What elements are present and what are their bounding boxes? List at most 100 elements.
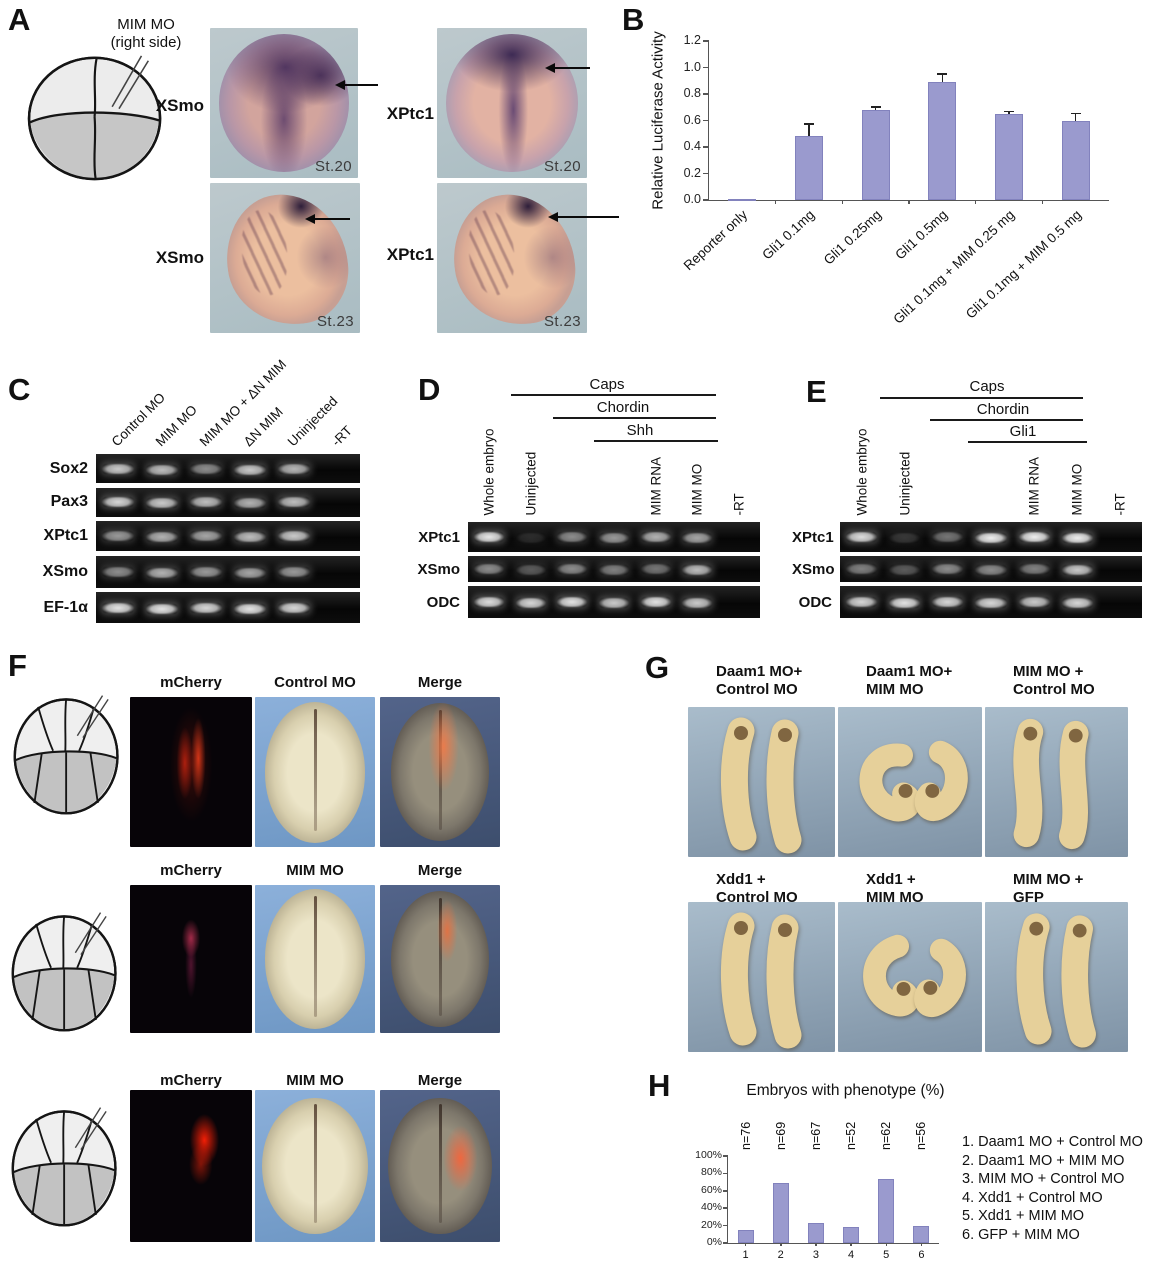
d-group-shh: Shh (626, 422, 654, 439)
gene-label-xsmo-st23: XSmo (155, 248, 204, 267)
y-tick (703, 199, 709, 201)
gel-row-label: XSmo (42, 562, 88, 580)
gel-band (278, 463, 310, 474)
gel-band (975, 598, 1007, 608)
x-tick-label: 4 (848, 1249, 855, 1261)
bar (1061, 120, 1090, 200)
x-tick (850, 1243, 852, 1246)
gel-band (190, 497, 222, 507)
embryo-photo-art (720, 717, 802, 854)
gel-band (598, 565, 629, 575)
x-tick (920, 1243, 923, 1246)
y-tick-label: 0% (706, 1236, 722, 1248)
gel-band (146, 532, 178, 542)
y-tick (723, 1190, 728, 1192)
injection-caption-line2: (right side) (110, 34, 182, 51)
lane-header-vertical: Uninjected (523, 451, 539, 516)
d-gel: XPtc1 XSmo ODC (408, 522, 760, 622)
x-tick (774, 200, 777, 204)
e-group-gli1: Gli1 (1009, 423, 1037, 440)
gel-row: Sox2 (4, 454, 360, 483)
gel-band (1018, 597, 1050, 607)
n-count-label: n=56 (914, 1121, 929, 1150)
g-title-line: Xdd1 + (866, 871, 916, 888)
panel-h-letter: H (648, 1068, 671, 1103)
gel-row: Pax3 (4, 487, 360, 517)
e-group-chordin: Chordin (976, 401, 1030, 418)
g-photo-5 (838, 902, 982, 1052)
gel-row-label: XPtc1 (43, 527, 88, 544)
g-title-line: MIM MO + (1013, 663, 1084, 680)
panel-f-letter: F (8, 648, 27, 683)
gel-band (515, 565, 546, 575)
error-bar-cap (1004, 110, 1014, 113)
f-photo-mcherry-row3 (130, 1090, 252, 1242)
injection-caption-line1: MIM MO (117, 16, 175, 33)
f-header: Control MO (274, 674, 356, 691)
lane-header-vertical: MIM MO (689, 463, 705, 516)
g-title-6: MIM MO + GFP (985, 871, 1128, 907)
f-header: Merge (417, 1072, 463, 1089)
gel-band (932, 532, 964, 542)
embryo (264, 889, 366, 1029)
embryo-photo-art (1013, 718, 1089, 850)
phenotype-bar-chart: 0% 20% 40% 60% 80% 100% n=76 1 n=69 2 n=67 3 n=52 4 n=… (695, 1122, 939, 1261)
embryo-diagram-8cell (11, 1107, 117, 1227)
lane-header-vertical: MIM RNA (1026, 457, 1042, 516)
f-header: MIM MO (286, 1072, 344, 1089)
gel-band (1018, 532, 1050, 542)
embryo-photo-art (1016, 913, 1096, 1048)
gel-band (889, 533, 921, 543)
embryo-photo-art (863, 934, 966, 1018)
error-bar (1074, 113, 1077, 121)
gel-band (1061, 565, 1093, 575)
f-diagram-row2 (10, 905, 122, 1037)
gel-row: XSmo (4, 555, 360, 588)
gel-band (1061, 533, 1093, 543)
f-photo-merge-row1 (380, 697, 500, 847)
g-photo-3 (985, 707, 1128, 857)
gel-band (682, 565, 713, 575)
gel-band (146, 498, 178, 508)
g-title-1: Daam1 MO+ Control MO (688, 663, 835, 699)
luciferase-bar-chart: 0.0 0.2 0.4 0.6 0.8 1.0 1.2 Reporter only Gli1 0… (681, 33, 1109, 327)
e-group-caps-line (880, 397, 1083, 399)
gel-row: ODC (792, 586, 1142, 618)
gene-label-xsmo-st20: XSmo (155, 96, 204, 115)
g-title-line: Daam1 MO+ (866, 663, 953, 680)
error-bar (1008, 111, 1010, 114)
insitu-photo-xsmo-st20: St.20 (210, 28, 358, 178)
embryo (264, 701, 366, 843)
x-tick (744, 1243, 747, 1246)
x-tick (908, 200, 910, 204)
gel-row-label: Pax3 (50, 493, 88, 510)
y-tick-label: 1.2 (683, 33, 701, 47)
g-title-line: Xdd1 + (716, 871, 766, 888)
gel-band (473, 597, 504, 607)
e-group-gli1-line (968, 441, 1087, 443)
f-header: mCherry (160, 674, 222, 691)
c-lane-headers: Control MO MIM MO MIM MO + ΔN MIM ΔN MIM Uni… (96, 357, 360, 450)
y-tick (703, 172, 709, 175)
bar (795, 136, 823, 200)
y-tick (723, 1242, 728, 1244)
g-photo-6 (985, 902, 1128, 1052)
e-group-caps: Caps (969, 378, 1005, 395)
g-title-line: GFP (1013, 889, 1044, 906)
gel-band (190, 531, 222, 541)
bar (807, 1222, 824, 1243)
gel-strip (96, 592, 360, 623)
error-bar-cap (870, 106, 881, 108)
f-photo-brightfield-row3 (255, 1090, 375, 1242)
y-tick-label: 0.2 (683, 165, 701, 180)
d-group-chordin-line (553, 417, 716, 419)
legend-item: 4. Xdd1 + Control MO (962, 1189, 1103, 1206)
gel-strip (840, 556, 1142, 582)
y-tick (723, 1224, 728, 1227)
bar (861, 109, 890, 200)
insitu-photo-xptc1-st20: St.20 (437, 28, 587, 178)
stage-label: St.20 (314, 158, 352, 175)
lane-header-vertical: Whole embryo (854, 428, 870, 516)
gene-label-xptc1-st23: XPtc1 (386, 245, 434, 264)
arrow-icon (335, 79, 378, 90)
